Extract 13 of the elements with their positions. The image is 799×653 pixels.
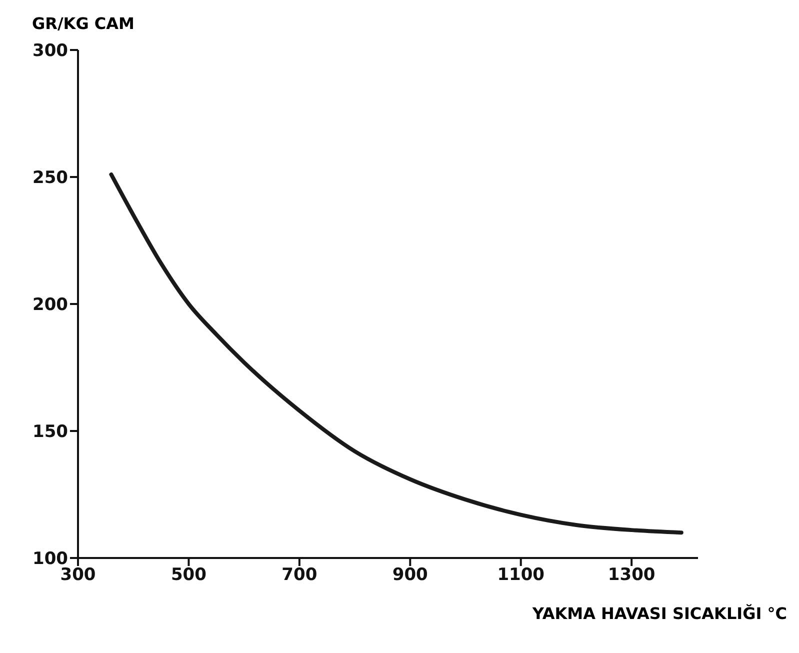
line-series	[109, 172, 684, 535]
x-axis-title: YAKMA HAVASI SICAKLIĞI °C	[532, 604, 787, 623]
x-tick-label: 900	[392, 565, 428, 586]
x-tick-label: 1100	[497, 565, 545, 586]
x-tick-label: 1300	[608, 565, 656, 586]
y-axis-title: GR/KG CAM	[32, 14, 134, 33]
x-tick-label: 500	[170, 565, 207, 586]
y-tick-label: 200	[32, 295, 68, 316]
x-tick-label: 300	[60, 565, 96, 586]
y-tick-label: 250	[32, 168, 68, 188]
y-tick-label: 300	[32, 41, 68, 62]
y-tick-label: 150	[32, 422, 68, 442]
x-tick-label: 700	[282, 565, 318, 586]
